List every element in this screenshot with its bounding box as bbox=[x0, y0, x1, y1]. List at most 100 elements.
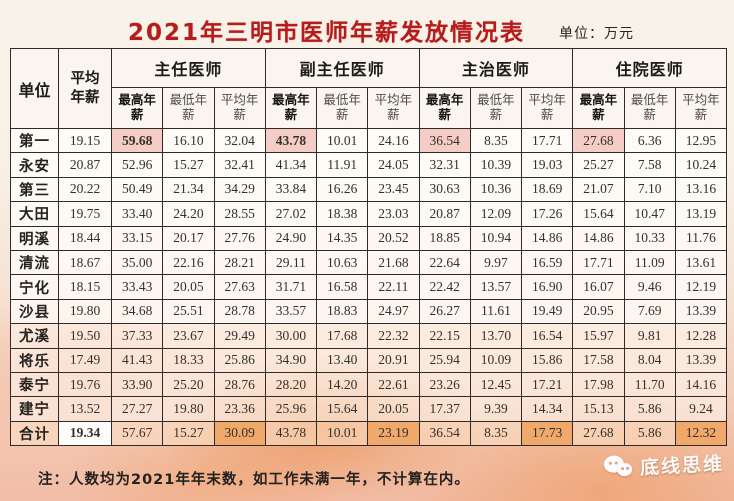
table-row: 沙县 19.80 34.68 25.51 28.78 33.57 18.83 24.97 26.… bbox=[10, 298, 728, 325]
salary-cell: 18.67 bbox=[58, 249, 112, 276]
header-group-resident-physician: 住院医师 bbox=[572, 48, 728, 88]
salary-cell: 7.10 bbox=[623, 176, 676, 203]
salary-cell: 10.24 bbox=[674, 152, 728, 178]
salary-cell: 10.47 bbox=[623, 201, 676, 227]
salary-cell: 20.95 bbox=[572, 298, 625, 325]
salary-cell: 11.09 bbox=[623, 249, 676, 276]
salary-cell: 18.33 bbox=[162, 347, 215, 373]
salary-cell: 13.70 bbox=[469, 323, 523, 349]
salary-cell: 18.38 bbox=[316, 201, 369, 227]
salary-cell: 25.94 bbox=[418, 347, 471, 373]
salary-cell: 59.68 bbox=[110, 127, 164, 154]
salary-cell: 22.61 bbox=[367, 371, 420, 398]
salary-cell: 9.97 bbox=[469, 249, 523, 276]
salary-cell: 10.63 bbox=[316, 249, 369, 276]
salary-cell: 34.29 bbox=[213, 176, 266, 203]
salary-cell: 11.76 bbox=[674, 225, 728, 251]
salary-cell: 23.67 bbox=[162, 323, 215, 349]
salary-cell: 25.20 bbox=[162, 371, 215, 398]
header-group-chief-physician: 主任医师 bbox=[111, 48, 266, 88]
salary-cell: 13.40 bbox=[316, 347, 369, 373]
salary-cell: 18.69 bbox=[521, 176, 574, 203]
salary-cell: 5.86 bbox=[623, 396, 676, 422]
salary-cell: 19.80 bbox=[58, 298, 112, 325]
table-row: 泰宁 19.76 33.90 25.20 28.76 28.20 14.20 22.61 23.… bbox=[10, 371, 728, 398]
salary-cell: 18.44 bbox=[58, 225, 112, 251]
salary-table: 单位 平均年薪 主任医师 副主任医师 主治医师 住院医师 最高年薪 最低年薪 平… bbox=[10, 48, 728, 447]
salary-cell: 25.27 bbox=[572, 152, 625, 178]
salary-cell: 17.71 bbox=[572, 249, 625, 276]
salary-cell: 22.32 bbox=[367, 323, 420, 349]
salary-cell: 29.49 bbox=[213, 323, 266, 349]
salary-cell: 52.96 bbox=[110, 152, 164, 178]
footnote: 注：人数均为2021年年末数，如工作未满一年，不计算在内。 bbox=[38, 472, 470, 488]
salary-cell: 33.90 bbox=[110, 371, 164, 398]
salary-cell: 32.04 bbox=[213, 127, 266, 154]
salary-cell: 30.09 bbox=[213, 420, 266, 447]
salary-cell: 17.21 bbox=[521, 371, 574, 398]
salary-cell: 29.11 bbox=[264, 249, 318, 276]
salary-cell: 18.83 bbox=[316, 298, 369, 325]
salary-cell: 15.13 bbox=[572, 396, 625, 422]
table-row: 第三 20.22 50.49 21.34 34.29 33.84 16.26 23.45 30.… bbox=[10, 176, 728, 203]
salary-table-wrap: 单位 平均年薪 主任医师 副主任医师 主治医师 住院医师 最高年薪 最低年薪 平… bbox=[10, 48, 728, 447]
salary-cell: 24.05 bbox=[367, 152, 420, 178]
salary-cell: 24.97 bbox=[367, 298, 420, 325]
salary-cell: 23.26 bbox=[418, 371, 471, 398]
header-sub-avg: 平均年薪 bbox=[674, 87, 728, 129]
header-group-attending-physician: 主治医师 bbox=[418, 48, 574, 88]
salary-cell: 33.40 bbox=[110, 201, 164, 227]
salary-table-body: 第一 19.15 59.68 16.10 32.04 43.78 10.01 24.16 36.… bbox=[10, 127, 728, 447]
salary-cell: 23.45 bbox=[367, 176, 420, 203]
header-sub-min: 最低年薪 bbox=[316, 87, 369, 129]
watermark-text: 底线思维 bbox=[639, 452, 725, 480]
salary-cell: 28.55 bbox=[213, 201, 266, 227]
table-row: 建宁 13.52 27.27 19.80 23.36 25.96 15.64 20.05 17.… bbox=[10, 396, 728, 422]
salary-cell: 19.80 bbox=[162, 396, 215, 422]
salary-cell: 33.57 bbox=[264, 298, 318, 325]
salary-cell: 43.78 bbox=[264, 420, 318, 447]
row-label: 第一 bbox=[10, 127, 59, 154]
salary-cell: 14.35 bbox=[316, 225, 369, 251]
salary-cell: 17.71 bbox=[521, 127, 574, 154]
salary-cell: 10.94 bbox=[469, 225, 523, 251]
salary-cell: 16.58 bbox=[316, 274, 369, 300]
salary-cell: 11.70 bbox=[623, 371, 676, 398]
salary-cell: 13.16 bbox=[674, 176, 728, 203]
table-row: 第一 19.15 59.68 16.10 32.04 43.78 10.01 24.16 36.… bbox=[10, 127, 728, 154]
salary-cell: 18.85 bbox=[418, 225, 471, 251]
salary-cell: 13.39 bbox=[674, 298, 728, 325]
salary-cell: 12.95 bbox=[674, 127, 728, 154]
salary-cell: 8.35 bbox=[469, 420, 523, 447]
salary-cell: 23.36 bbox=[213, 396, 266, 422]
salary-cell: 9.39 bbox=[469, 396, 523, 422]
salary-cell: 12.32 bbox=[674, 420, 728, 447]
salary-cell: 14.16 bbox=[674, 371, 728, 398]
salary-cell: 27.76 bbox=[213, 225, 266, 251]
salary-cell: 37.33 bbox=[110, 323, 164, 349]
salary-cell: 22.16 bbox=[162, 249, 215, 276]
salary-cell: 22.15 bbox=[418, 323, 471, 349]
salary-cell: 8.04 bbox=[623, 347, 676, 373]
salary-cell: 10.36 bbox=[469, 176, 523, 203]
salary-cell: 20.87 bbox=[58, 152, 112, 178]
salary-cell: 20.05 bbox=[162, 274, 215, 300]
salary-cell: 15.64 bbox=[572, 201, 625, 227]
salary-cell: 33.84 bbox=[264, 176, 318, 203]
salary-cell: 13.57 bbox=[469, 274, 523, 300]
salary-cell: 27.02 bbox=[264, 201, 318, 227]
salary-cell: 17.73 bbox=[521, 420, 574, 447]
header-unit: 单位 bbox=[10, 48, 59, 129]
salary-cell: 57.67 bbox=[110, 420, 164, 447]
header-group-deputy-chief-physician: 副主任医师 bbox=[264, 48, 420, 88]
salary-table-header: 单位 平均年薪 主任医师 副主任医师 主治医师 住院医师 最高年薪 最低年薪 平… bbox=[10, 48, 728, 129]
salary-cell: 13.19 bbox=[674, 201, 728, 227]
salary-cell: 22.11 bbox=[367, 274, 420, 300]
salary-cell: 7.69 bbox=[623, 298, 676, 325]
salary-cell: 13.52 bbox=[58, 396, 112, 422]
salary-cell: 50.49 bbox=[110, 176, 164, 203]
salary-cell: 10.09 bbox=[469, 347, 523, 373]
salary-cell: 36.54 bbox=[418, 420, 471, 447]
table-row: 清流 18.67 35.00 22.16 28.21 29.11 10.63 21.68 22.… bbox=[10, 249, 728, 276]
salary-cell: 7.58 bbox=[623, 152, 676, 178]
